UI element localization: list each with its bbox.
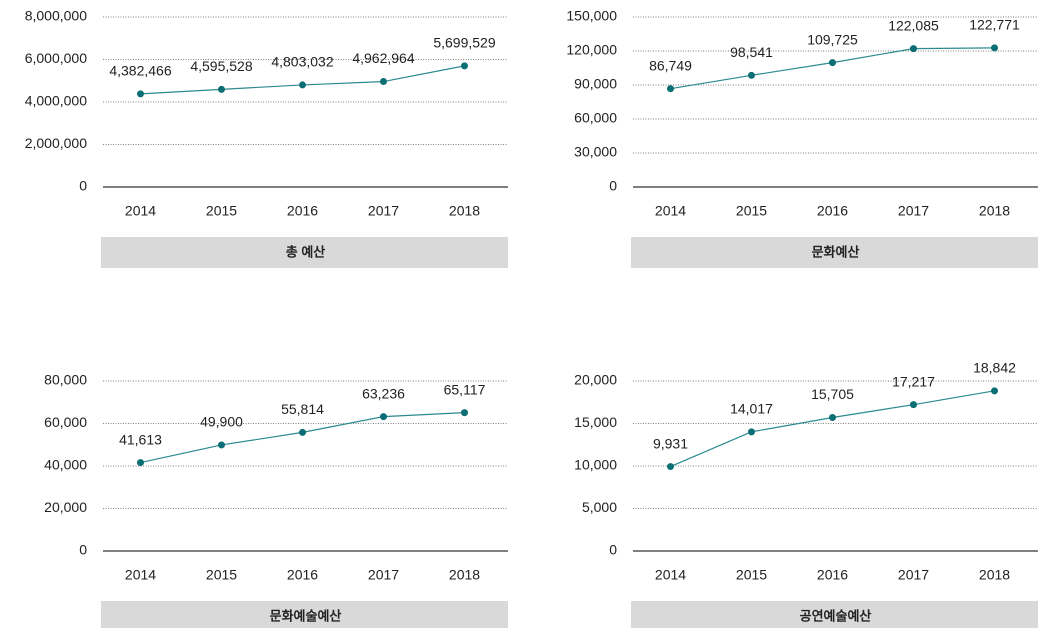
series-line	[670, 47, 995, 90]
y-tick-label: 6,000,000	[25, 50, 87, 66]
y-tick-label: 0	[609, 178, 617, 194]
x-tick-label: 2015	[206, 203, 237, 219]
y-tick-label: 40,000	[44, 457, 87, 473]
title-box	[101, 601, 508, 628]
title-box	[101, 237, 508, 268]
x-tick-label: 2016	[287, 203, 318, 219]
x-tick-label: 2018	[449, 567, 480, 583]
x-tick-label: 2016	[817, 567, 848, 583]
y-tick-label: 5,000	[582, 499, 617, 515]
data-label: 122,085	[888, 17, 939, 33]
data-label: 14,017	[730, 401, 773, 417]
title-box	[631, 237, 1038, 268]
y-tick-label: 150,000	[566, 8, 617, 24]
data-point	[299, 428, 306, 436]
y-tick-label: 20,000	[574, 372, 617, 388]
data-label: 122,771	[969, 17, 1020, 33]
y-tick-label: 4,000,000	[25, 93, 87, 109]
data-label: 5,699,529	[433, 35, 495, 51]
data-point	[299, 81, 306, 89]
data-label: 55,814	[281, 401, 324, 417]
data-point	[910, 401, 917, 409]
data-label: 86,749	[649, 57, 692, 73]
chart-title: 문화예술예산	[270, 608, 342, 623]
data-point	[137, 90, 144, 98]
data-label: 4,595,528	[190, 58, 252, 74]
data-label: 9,931	[653, 435, 688, 451]
data-label: 17,217	[892, 373, 935, 389]
data-label: 15,705	[811, 386, 854, 402]
data-label: 4,962,964	[352, 50, 414, 66]
y-tick-label: 120,000	[566, 42, 617, 58]
y-tick-label: 2,000,000	[25, 135, 87, 151]
data-point	[829, 59, 836, 67]
x-tick-label: 2017	[898, 203, 929, 219]
x-tick-label: 2015	[206, 567, 237, 583]
y-tick-label: 80,000	[44, 372, 87, 388]
chart-title: 총 예산	[286, 244, 326, 259]
x-tick-label: 2014	[655, 567, 686, 583]
data-point	[991, 44, 998, 52]
x-tick-label: 2014	[125, 567, 156, 583]
data-label: 18,842	[973, 360, 1016, 376]
data-point	[218, 441, 225, 449]
series-line	[140, 412, 465, 464]
x-tick-label: 2015	[736, 203, 767, 219]
data-point	[748, 428, 755, 436]
x-tick-label: 2017	[898, 567, 929, 583]
data-point	[380, 78, 387, 86]
y-tick-label: 0	[609, 542, 617, 558]
data-point	[991, 387, 998, 395]
data-label: 98,541	[730, 44, 773, 60]
y-tick-label: 60,000	[574, 110, 617, 126]
data-point	[461, 62, 468, 70]
chart-title: 공연예술예산	[800, 608, 872, 623]
data-label: 49,900	[200, 414, 243, 430]
data-point	[748, 71, 755, 79]
data-label: 109,725	[807, 31, 858, 47]
data-point	[218, 85, 225, 93]
x-tick-label: 2017	[368, 567, 399, 583]
x-tick-label: 2014	[655, 203, 686, 219]
chart-title: 문화예산	[812, 244, 860, 259]
x-tick-label: 2016	[817, 203, 848, 219]
data-label: 65,117	[444, 381, 486, 397]
data-label: 63,236	[362, 385, 405, 401]
data-point	[137, 459, 144, 467]
y-tick-label: 15,000	[574, 414, 617, 430]
y-tick-label: 0	[79, 542, 87, 558]
x-tick-label: 2017	[368, 203, 399, 219]
y-tick-label: 20,000	[44, 499, 87, 515]
data-point	[829, 414, 836, 422]
data-point	[667, 85, 674, 93]
y-tick-label: 8,000,000	[25, 8, 87, 24]
y-tick-label: 0	[79, 178, 87, 194]
data-label: 41,613	[119, 431, 162, 447]
x-tick-label: 2015	[736, 567, 767, 583]
data-point	[380, 413, 387, 421]
data-point	[667, 463, 674, 471]
y-tick-label: 30,000	[574, 144, 617, 160]
x-tick-label: 2018	[979, 203, 1010, 219]
x-tick-label: 2016	[287, 567, 318, 583]
y-tick-label: 90,000	[574, 76, 617, 92]
title-box	[631, 601, 1038, 628]
y-tick-label: 60,000	[44, 414, 87, 430]
data-label: 4,803,032	[271, 54, 333, 70]
data-label: 4,382,466	[109, 63, 171, 79]
x-tick-label: 2018	[449, 203, 480, 219]
data-point	[461, 409, 468, 417]
data-point	[910, 45, 917, 53]
y-tick-label: 10,000	[574, 457, 617, 473]
series-line	[140, 65, 465, 95]
x-tick-label: 2018	[979, 567, 1010, 583]
x-tick-label: 2014	[125, 203, 156, 219]
